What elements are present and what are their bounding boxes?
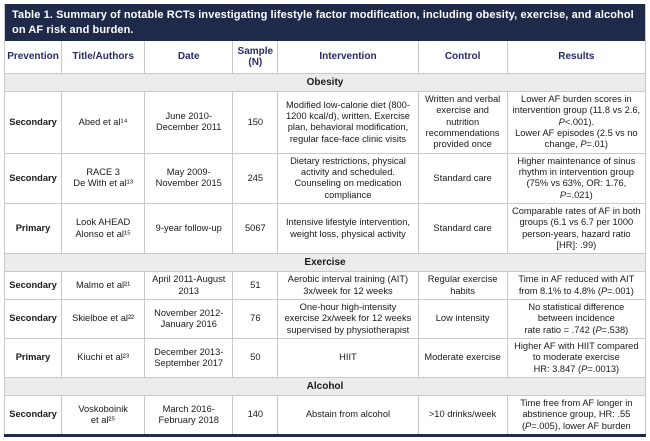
cell-intervention: HIIT — [277, 337, 419, 378]
cell-date: 9-year follow-up — [144, 202, 234, 255]
section-header: Obesity — [4, 73, 646, 93]
cell-date: May 2009-November 2015 — [144, 152, 234, 204]
table-title: Table 1. Summary of notable RCTs investi… — [4, 4, 646, 42]
cell-prevention: Secondary — [3, 91, 63, 154]
cell-prevention: Primary — [3, 202, 63, 255]
cell-prevention: Secondary — [3, 271, 63, 300]
section-row: Exercise — [4, 253, 646, 273]
column-header: Results — [506, 41, 647, 75]
cell-title-authors: RACE 3 De With et al¹³ — [61, 152, 146, 204]
cell-date: November 2012-January 2016 — [144, 298, 234, 339]
cell-sample: 51 — [232, 271, 279, 300]
table-row: Secondary Abed et al¹⁴ June 2010-Decembe… — [3, 91, 647, 154]
cell-control: Standard care — [417, 202, 508, 255]
cell-title-authors: Kiuchi et al²³ — [61, 337, 146, 378]
column-header: Prevention — [3, 41, 63, 75]
cell-sample: 245 — [232, 152, 279, 204]
table-row: Secondary Skielboe et al²² November 2012… — [3, 298, 647, 339]
cell-prevention: Secondary — [3, 298, 63, 339]
cell-date: June 2010-December 2011 — [144, 91, 234, 154]
cell-title-authors: Skielboe et al²² — [61, 298, 146, 339]
table-row: Secondary Voskoboinik et al²⁵ March 2016… — [3, 394, 647, 436]
cell-results: No statistical difference between incide… — [506, 298, 647, 339]
cell-control: Low intensity — [417, 298, 508, 339]
cell-intervention: Aerobic interval training (AIT) 3x/week … — [277, 271, 419, 300]
table-row: Primary Look AHEAD Alonso et al¹⁵ 9-year… — [3, 202, 647, 255]
cell-intervention: One-hour high-intensity exercise 2x/week… — [277, 298, 419, 339]
cell-date: December 2013-September 2017 — [144, 337, 234, 378]
section-header: Alcohol — [4, 376, 646, 396]
cell-prevention: Secondary — [3, 394, 63, 436]
table-row: Primary Kiuchi et al²³ December 2013-Sep… — [3, 337, 647, 378]
section-header: Exercise — [4, 253, 646, 273]
cell-title-authors: Abed et al¹⁴ — [61, 91, 146, 154]
cell-control: Written and verbal exercise and nutritio… — [417, 91, 508, 154]
cell-results: Lower AF burden scores in intervention g… — [506, 91, 647, 154]
cell-intervention: Intensive lifestyle intervention, weight… — [277, 202, 419, 255]
cell-prevention: Secondary — [3, 152, 63, 204]
cell-sample: 5067 — [232, 202, 279, 255]
rct-summary-table: Table 1. Summary of notable RCTs investi… — [3, 4, 647, 437]
column-header: Title/Authors — [61, 41, 146, 75]
table-row: Secondary RACE 3 De With et al¹³ May 200… — [3, 152, 647, 204]
cell-sample: 150 — [232, 91, 279, 154]
cell-results: Time in AF reduced with AIT from 8.1% to… — [506, 271, 647, 300]
cell-results: Comparable rates of AF in both groups (6… — [506, 202, 647, 255]
column-header: Date — [144, 41, 234, 75]
cell-control: >10 drinks/week — [417, 394, 508, 436]
title-row: Table 1. Summary of notable RCTs investi… — [4, 4, 646, 42]
cell-title-authors: Look AHEAD Alonso et al¹⁵ — [61, 202, 146, 255]
column-header: Sample (N) — [232, 41, 279, 75]
cell-date: March 2016-February 2018 — [144, 394, 234, 436]
cell-prevention: Primary — [3, 337, 63, 378]
cell-results: Time free from AF longer in abstinence g… — [506, 394, 647, 436]
cell-control: Moderate exercise — [417, 337, 508, 378]
cell-intervention: Dietary restrictions, physical activity … — [277, 152, 419, 204]
column-header-row: Prevention Title/Authors Date Sample (N)… — [3, 41, 647, 75]
cell-intervention: Abstain from alcohol — [277, 394, 419, 436]
cell-sample: 76 — [232, 298, 279, 339]
table-row: Secondary Malmo et al²¹ April 2011-Augus… — [3, 271, 647, 300]
cell-control: Regular exercise habits — [417, 271, 508, 300]
section-row: Obesity — [4, 73, 646, 93]
cell-title-authors: Voskoboinik et al²⁵ — [61, 394, 146, 436]
cell-results: Higher AF with HIIT compared to moderate… — [506, 337, 647, 378]
section-row: Alcohol — [4, 376, 646, 396]
cell-sample: 50 — [232, 337, 279, 378]
column-header: Control — [417, 41, 508, 75]
cell-results: Higher maintenance of sinus rhythm in in… — [506, 152, 647, 204]
cell-title-authors: Malmo et al²¹ — [61, 271, 146, 300]
cell-control: Standard care — [417, 152, 508, 204]
cell-intervention: Modified low-calorie diet (800-1200 kcal… — [277, 91, 419, 154]
cell-sample: 140 — [232, 394, 279, 436]
column-header: Intervention — [277, 41, 419, 75]
cell-date: April 2011-August 2013 — [144, 271, 234, 300]
